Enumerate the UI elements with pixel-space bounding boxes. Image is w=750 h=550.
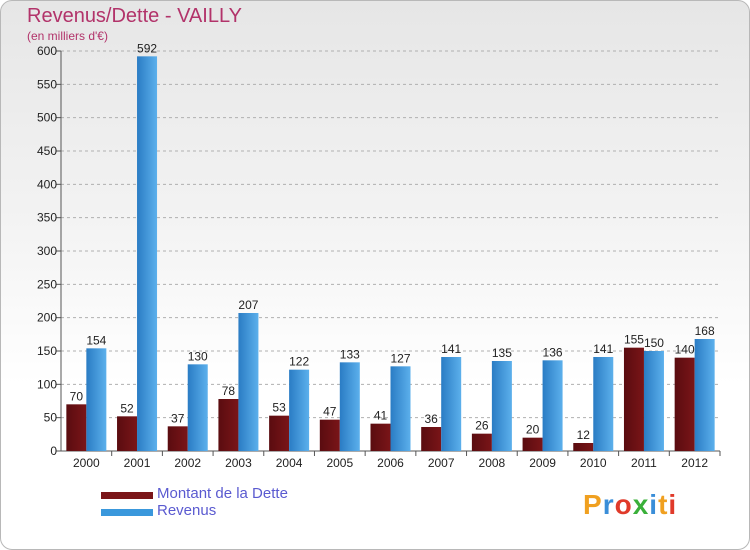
logo-letter: x: [632, 489, 650, 520]
chart-title: Revenus/Dette - VAILLY: [27, 5, 242, 27]
revenue-value-label: 207: [238, 298, 258, 312]
y-tick-label: 400: [37, 177, 57, 191]
revenue-bar: [643, 351, 664, 451]
x-tick-label: 2001: [124, 456, 151, 470]
x-tick-label: 2004: [276, 456, 303, 470]
debt-bar: [522, 437, 543, 451]
debt-bar: [471, 433, 492, 451]
debt-value-label: 37: [171, 411, 185, 425]
legend-label-revenue: Revenus: [157, 502, 217, 519]
x-tick-label: 2005: [326, 456, 353, 470]
debt-bar: [218, 399, 239, 451]
x-tick-label: 2008: [479, 456, 506, 470]
revenue-bar: [238, 313, 259, 451]
revenue-bar: [137, 56, 158, 451]
y-tick-label: 0: [50, 444, 57, 458]
y-tick-label: 100: [37, 377, 57, 391]
x-tick-label: 2002: [174, 456, 201, 470]
logo-letter: t: [658, 489, 669, 520]
debt-bar: [117, 416, 138, 451]
debt-value-label: 78: [222, 384, 236, 398]
revenue-value-label: 141: [593, 342, 613, 356]
logo-letter: r: [602, 489, 615, 520]
revenue-bar: [339, 362, 360, 451]
revenue-bar: [187, 364, 208, 451]
y-tick-label: 50: [44, 411, 58, 425]
y-tick-label: 500: [37, 111, 57, 125]
logo-letter: i: [668, 489, 678, 520]
revenue-value-label: 150: [644, 336, 664, 350]
revenue-value-label: 168: [695, 324, 715, 338]
revenue-bar: [390, 366, 411, 451]
y-tick-label: 450: [37, 144, 57, 158]
debt-value-label: 41: [374, 409, 388, 423]
legend-swatch-debt: [101, 492, 153, 499]
revenue-value-label: 141: [441, 342, 461, 356]
revenue-value-label: 122: [289, 355, 309, 369]
debt-value-label: 53: [272, 401, 286, 415]
debt-bar: [674, 357, 695, 451]
logo-letter: i: [649, 489, 659, 520]
y-tick-label: 350: [37, 211, 57, 225]
legend-swatch-revenue: [101, 509, 153, 516]
x-tick-label: 2007: [428, 456, 455, 470]
revenue-bar: [491, 361, 512, 451]
y-tick-label: 200: [37, 311, 57, 325]
chart-subtitle: (en milliers d'€): [27, 29, 108, 43]
revenue-value-label: 130: [188, 349, 208, 363]
y-tick-label: 250: [37, 277, 57, 291]
x-tick-label: 2012: [681, 456, 708, 470]
revenue-value-label: 135: [492, 346, 512, 360]
debt-bar: [319, 419, 340, 451]
x-tick-label: 2009: [529, 456, 556, 470]
debt-value-label: 20: [526, 423, 540, 437]
debt-value-label: 140: [675, 343, 695, 357]
y-tick-label: 550: [37, 77, 57, 91]
logo-letter: o: [614, 489, 633, 520]
revenue-bar: [441, 357, 462, 451]
y-tick-label: 300: [37, 244, 57, 258]
debt-value-label: 70: [70, 389, 84, 403]
revenue-value-label: 592: [137, 41, 157, 55]
debt-bar: [623, 347, 644, 451]
revenue-bar: [593, 357, 614, 451]
x-tick-label: 2000: [73, 456, 100, 470]
proxiti-logo: Proxiti: [583, 489, 677, 521]
revenue-value-label: 133: [340, 347, 360, 361]
revenue-value-label: 154: [86, 333, 106, 347]
revenue-bar: [542, 360, 563, 451]
revenue-bar: [86, 348, 107, 451]
debt-bar: [421, 427, 442, 451]
debt-value-label: 36: [425, 412, 439, 426]
x-tick-label: 2003: [225, 456, 252, 470]
debt-value-label: 52: [120, 401, 134, 415]
debt-bar: [66, 404, 87, 451]
debt-value-label: 155: [624, 333, 644, 347]
y-tick-label: 600: [37, 44, 57, 58]
debt-bar: [167, 426, 188, 451]
x-tick-label: 2010: [580, 456, 607, 470]
legend-label-debt: Montant de la Dette: [157, 485, 288, 502]
revenue-bar: [694, 339, 715, 451]
y-tick-label: 150: [37, 344, 57, 358]
debt-value-label: 12: [577, 428, 591, 442]
revenue-bar: [289, 369, 310, 451]
debt-bar: [573, 443, 594, 451]
debt-value-label: 47: [323, 405, 337, 419]
debt-value-label: 26: [475, 419, 489, 433]
revenue-value-label: 136: [543, 345, 563, 359]
debt-bar: [269, 415, 290, 451]
logo-letter: P: [583, 489, 603, 520]
x-tick-label: 2006: [377, 456, 404, 470]
x-tick-label: 2011: [631, 456, 657, 470]
debt-bar: [370, 423, 391, 451]
revenue-value-label: 127: [390, 351, 410, 365]
